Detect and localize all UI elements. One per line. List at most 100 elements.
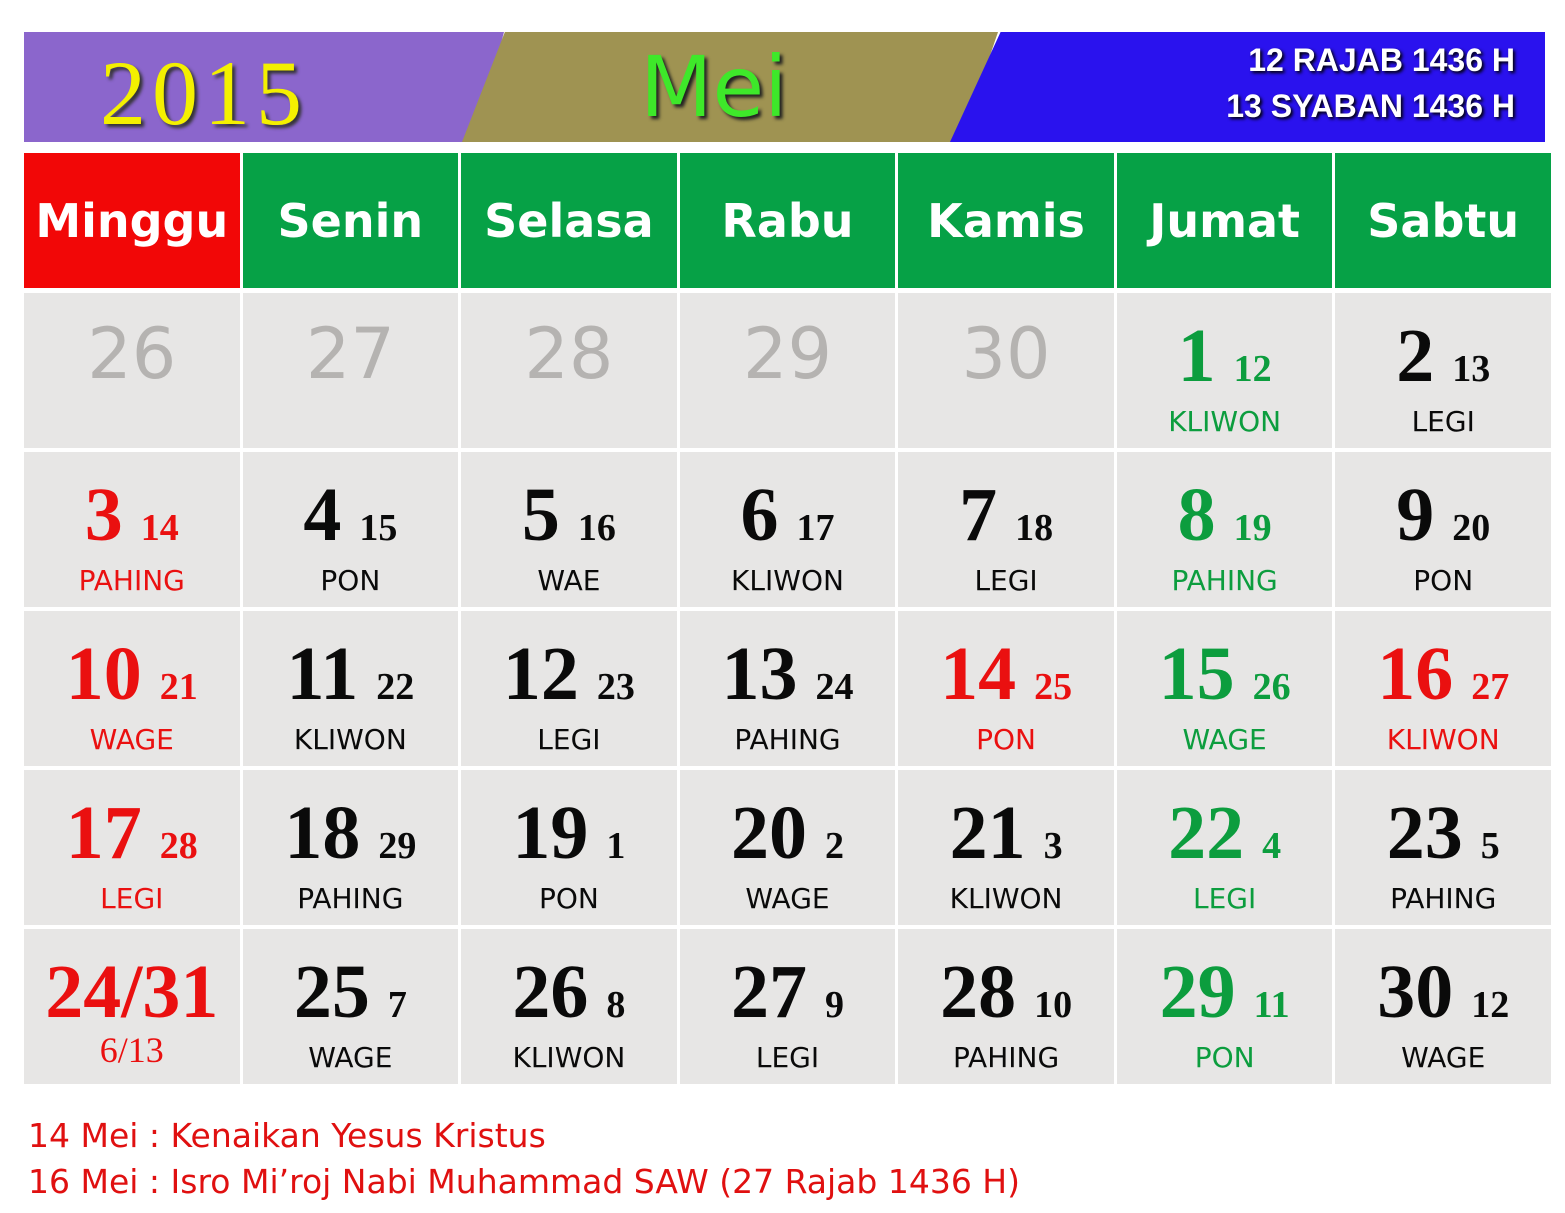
day-cell[interactable]: 29 11 PON xyxy=(1116,929,1333,1084)
day-numbers: 29 xyxy=(680,313,896,395)
pasaran-label: PAHING xyxy=(78,564,185,597)
gregorian-day: 12 xyxy=(502,632,579,716)
hijri-day: 1 xyxy=(606,825,626,867)
hijri-day: 11 xyxy=(1253,984,1290,1026)
day-cell[interactable]: 2 13 LEGI xyxy=(1335,293,1551,448)
day-numbers: 8 19 xyxy=(1117,472,1333,559)
day-cell[interactable]: 24/31 6/13 xyxy=(24,929,240,1084)
hijri-day: 28 xyxy=(159,825,198,867)
pasaran-label: WAGE xyxy=(89,723,174,756)
day-cell[interactable]: 7 18 LEGI xyxy=(898,452,1114,607)
day-numbers: 7 18 xyxy=(898,472,1114,559)
day-cell[interactable]: 13 24 PAHING xyxy=(679,611,896,766)
day-cell[interactable]: 3 14 PAHING xyxy=(24,452,240,607)
gregorian-day: 10 xyxy=(65,632,142,716)
gregorian-day: 14 xyxy=(940,632,1017,716)
weekday-minggu: Minggu xyxy=(24,153,240,288)
month-band xyxy=(462,32,998,142)
day-numbers: 24/31 xyxy=(24,949,240,1036)
hijri-day: 22 xyxy=(376,666,415,708)
day-cell[interactable]: 26 8 KLIWON xyxy=(461,929,677,1084)
gregorian-day: 20 xyxy=(730,791,807,875)
day-cell[interactable]: 1 12 KLIWON xyxy=(1116,293,1333,448)
pasaran-label: WAGE xyxy=(1401,1041,1486,1074)
gregorian-day: 26 xyxy=(87,313,177,395)
day-numbers: 12 23 xyxy=(461,631,677,718)
gregorian-day: 29 xyxy=(742,313,833,395)
hijri-day: 12 xyxy=(1233,348,1272,390)
pasaran-label: KLIWON xyxy=(293,723,407,756)
gregorian-day: 9 xyxy=(1396,473,1435,557)
day-cell[interactable]: 12 23 LEGI xyxy=(461,611,677,766)
day-cell[interactable]: 30 xyxy=(898,293,1114,448)
gregorian-day: 2 xyxy=(1396,314,1435,398)
day-cell[interactable]: 16 27 KLIWON xyxy=(1335,611,1551,766)
day-cell[interactable]: 27 xyxy=(242,293,459,448)
day-cell[interactable]: 11 22 KLIWON xyxy=(242,611,459,766)
gregorian-day: 7 xyxy=(959,473,998,557)
hijri-day: 16 xyxy=(577,507,616,549)
weekday-sabtu: Sabtu xyxy=(1335,153,1551,288)
weekday-header-row: Minggu Senin Selasa Rabu Kamis Jumat Sabtu xyxy=(24,153,1551,288)
pasaran-label: PAHING xyxy=(734,723,841,756)
year-band xyxy=(24,32,504,142)
pasaran-label: PON xyxy=(1413,564,1474,597)
day-cell[interactable]: 17 28 LEGI xyxy=(24,770,240,925)
day-cell[interactable]: 21 3 KLIWON xyxy=(898,770,1114,925)
day-cell[interactable]: 14 25 PON xyxy=(898,611,1114,766)
pasaran-label: PAHING xyxy=(297,882,404,915)
day-cell[interactable]: 20 2 WAGE xyxy=(679,770,896,925)
day-numbers: 28 xyxy=(461,313,677,395)
day-numbers: 18 29 xyxy=(243,790,459,877)
gregorian-day: 11 xyxy=(286,632,359,716)
weekday-senin: Senin xyxy=(242,153,459,288)
day-cell[interactable]: 23 5 PAHING xyxy=(1335,770,1551,925)
pasaran-label: KLIWON xyxy=(1168,405,1282,438)
day-cell[interactable]: 18 29 PAHING xyxy=(242,770,459,925)
hijri-day: 18 xyxy=(1015,507,1054,549)
day-cell[interactable]: 19 1 PON xyxy=(461,770,677,925)
hijri-day: 14 xyxy=(140,507,179,549)
day-cell[interactable]: 27 9 LEGI xyxy=(679,929,896,1084)
day-numbers: 29 11 xyxy=(1117,949,1333,1036)
day-cell[interactable]: 30 12 WAGE xyxy=(1335,929,1551,1084)
day-cell[interactable]: 28 xyxy=(461,293,677,448)
day-cell[interactable]: 26 xyxy=(24,293,240,448)
day-cell[interactable]: 25 7 WAGE xyxy=(242,929,459,1084)
hijri-day: 29 xyxy=(378,825,417,867)
gregorian-day: 30 xyxy=(1377,950,1454,1034)
hijri-day: 17 xyxy=(796,507,835,549)
gregorian-day: 25 xyxy=(293,950,370,1034)
holiday-note: 14 Mei : Kenaikan Yesus Kristus xyxy=(28,1116,546,1155)
day-numbers: 2 13 xyxy=(1335,313,1551,400)
day-cell[interactable]: 6 17 KLIWON xyxy=(679,452,896,607)
day-numbers: 9 20 xyxy=(1335,472,1551,559)
day-numbers: 17 28 xyxy=(24,790,240,877)
pasaran-label: PON xyxy=(1194,1041,1255,1074)
day-cell[interactable]: 28 10 PAHING xyxy=(898,929,1114,1084)
gregorian-day: 4 xyxy=(303,473,342,557)
pasaran-label: 6/13 xyxy=(99,1030,164,1070)
day-numbers: 6 17 xyxy=(680,472,896,559)
hijri-day: 10 xyxy=(1034,984,1073,1026)
gregorian-day: 19 xyxy=(512,791,589,875)
hijri-day: 12 xyxy=(1471,984,1510,1026)
day-cell[interactable]: 8 19 PAHING xyxy=(1116,452,1333,607)
hijri-day: 21 xyxy=(159,666,198,708)
day-numbers: 26 xyxy=(24,313,240,395)
day-cell[interactable]: 22 4 LEGI xyxy=(1116,770,1333,925)
weekday-selasa: Selasa xyxy=(461,153,677,288)
hijri-band xyxy=(950,32,1545,142)
gregorian-day: 17 xyxy=(65,791,142,875)
day-cell[interactable]: 10 21 WAGE xyxy=(24,611,240,766)
day-numbers: 15 26 xyxy=(1117,631,1333,718)
day-cell[interactable]: 4 15 PON xyxy=(242,452,459,607)
weekday-kamis: Kamis xyxy=(898,153,1114,288)
day-cell[interactable]: 15 26 WAGE xyxy=(1116,611,1333,766)
day-numbers: 13 24 xyxy=(680,631,896,718)
day-cell[interactable]: 29 xyxy=(679,293,896,448)
hijri-day: 27 xyxy=(1471,666,1510,708)
day-cell[interactable]: 9 20 PON xyxy=(1335,452,1551,607)
gregorian-day: 5 xyxy=(521,473,560,557)
day-cell[interactable]: 5 16 WAE xyxy=(461,452,677,607)
